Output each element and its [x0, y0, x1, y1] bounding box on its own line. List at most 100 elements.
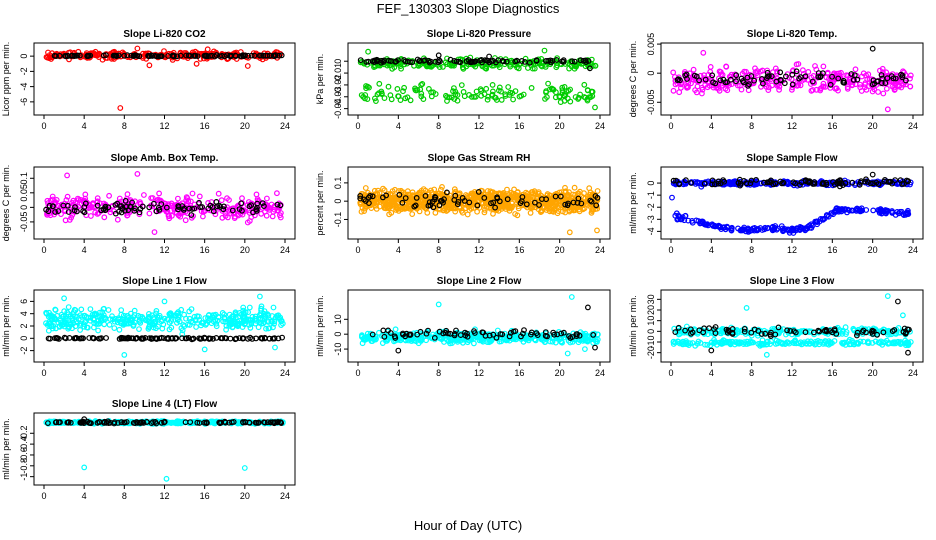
data-point-black [210, 208, 217, 215]
data-point-cyan [190, 319, 196, 326]
data-point-black [532, 199, 538, 206]
data-point-black [738, 75, 745, 82]
y-axis-label: degrees C per min. [1, 165, 11, 242]
data-point-cyan [470, 336, 477, 342]
data-point-magenta [752, 65, 758, 72]
data-point-cyan [66, 323, 72, 330]
data-point-black [870, 180, 876, 187]
figure-title: FEF_130303 Slope Diagnostics [377, 1, 560, 16]
data-point-black [132, 52, 138, 59]
data-point-black [741, 326, 748, 332]
data-point-black [279, 334, 286, 341]
x-tick-label: 4 [396, 121, 401, 131]
x-tick-label: 4 [396, 368, 401, 378]
data-point-magenta [267, 204, 273, 211]
data-point-orange [451, 186, 458, 193]
data-point-cyan [279, 320, 286, 327]
data-point-magenta [183, 194, 190, 201]
x-tick-label: 4 [82, 368, 87, 378]
data-point-black [802, 177, 809, 184]
data-point-cyan [812, 341, 818, 348]
data-point-green [471, 93, 478, 100]
data-point-black [116, 208, 122, 215]
data-point-cyan [435, 301, 442, 308]
data-point-black [94, 202, 101, 209]
data-point-orange [368, 205, 375, 212]
data-point-black [223, 335, 230, 342]
data-point-green [373, 98, 379, 104]
data-point-cyan [69, 317, 76, 324]
data-point-black [220, 206, 227, 213]
data-point-black [72, 335, 79, 342]
data-point-green [463, 63, 470, 70]
data-point-red [117, 105, 124, 111]
data-point-green [381, 95, 388, 101]
x-tick-label: 4 [82, 121, 87, 131]
data-point-black [259, 200, 266, 207]
data-point-cyan [884, 293, 891, 300]
data-point-cyan [51, 316, 58, 323]
x-tick-label: 8 [122, 245, 127, 255]
data-point-blue [675, 215, 681, 222]
data-point-black [407, 59, 413, 65]
data-point-orange [376, 203, 383, 210]
data-point-black [733, 78, 739, 85]
data-point-cyan [471, 340, 477, 347]
data-point-orange [502, 196, 509, 203]
data-point-black [691, 72, 698, 79]
data-point-black [411, 203, 418, 210]
data-point-black [701, 180, 708, 187]
data-point-black [593, 202, 600, 209]
data-point-green [581, 94, 588, 100]
data-point-black [517, 200, 524, 207]
data-point-magenta [820, 63, 827, 70]
data-point-cyan [812, 338, 819, 345]
data-point-magenta [274, 190, 280, 197]
x-tick-label: 4 [396, 245, 401, 255]
data-point-cyan [883, 337, 890, 344]
data-point-cyan [767, 341, 773, 348]
data-point-green [588, 88, 595, 95]
data-point-orange [432, 209, 439, 216]
data-point-blue [817, 215, 824, 222]
data-point-cyan [360, 336, 367, 343]
data-point-blue [675, 212, 682, 219]
data-point-black [892, 75, 899, 82]
data-point-cyan [474, 333, 481, 340]
data-point-black [157, 53, 164, 60]
y-tick-label: -0.01 [333, 63, 343, 84]
data-point-magenta [724, 87, 731, 94]
data-point-orange [552, 203, 559, 210]
data-point-black [486, 53, 493, 60]
data-point-black [670, 177, 677, 184]
x-tick-label: 20 [555, 245, 565, 255]
data-point-black [729, 329, 736, 336]
data-point-black [185, 52, 192, 59]
y-tick-label: -10 [333, 343, 343, 356]
data-point-black [113, 53, 120, 59]
data-point-black [895, 298, 901, 305]
data-point-magenta [106, 192, 112, 199]
data-point-blue [743, 228, 749, 235]
data-point-green [489, 91, 496, 98]
data-point-orange [385, 205, 392, 212]
data-point-black [833, 331, 840, 337]
data-point-cyan [478, 337, 485, 343]
x-tick-label: 12 [159, 121, 169, 131]
panel-title: Slope Line 2 Flow [437, 276, 522, 287]
data-point-cyan [822, 338, 829, 345]
data-point-cyan [64, 309, 71, 316]
data-point-black [676, 180, 683, 187]
data-point-black [381, 333, 388, 340]
data-point-black [850, 76, 857, 83]
data-point-orange [490, 189, 496, 196]
data-point-cyan [395, 334, 402, 341]
data-point-green [550, 86, 557, 93]
data-point-black [748, 73, 755, 79]
data-point-orange [571, 184, 578, 191]
y-axis-label: ml/min per min. [315, 295, 325, 357]
x-tick-label: 12 [159, 368, 169, 378]
data-point-cyan [173, 319, 180, 326]
y-axis-label: degrees C per min. [628, 41, 638, 118]
data-point-cyan [558, 338, 564, 345]
